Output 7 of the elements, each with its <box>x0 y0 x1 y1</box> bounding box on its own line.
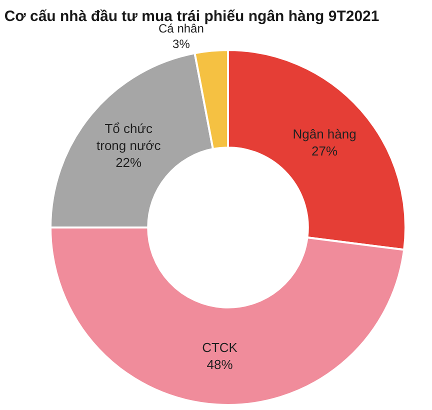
slice-label: CTCK <box>202 340 238 355</box>
data-label: 22% <box>116 154 142 170</box>
slice-label: Tổ chức trong nước <box>96 121 162 153</box>
data-label: 27% <box>312 143 338 158</box>
slice-label: Ngân hàng <box>292 126 356 142</box>
data-label: 48% <box>206 356 234 372</box>
data-label: 3% <box>172 36 190 51</box>
